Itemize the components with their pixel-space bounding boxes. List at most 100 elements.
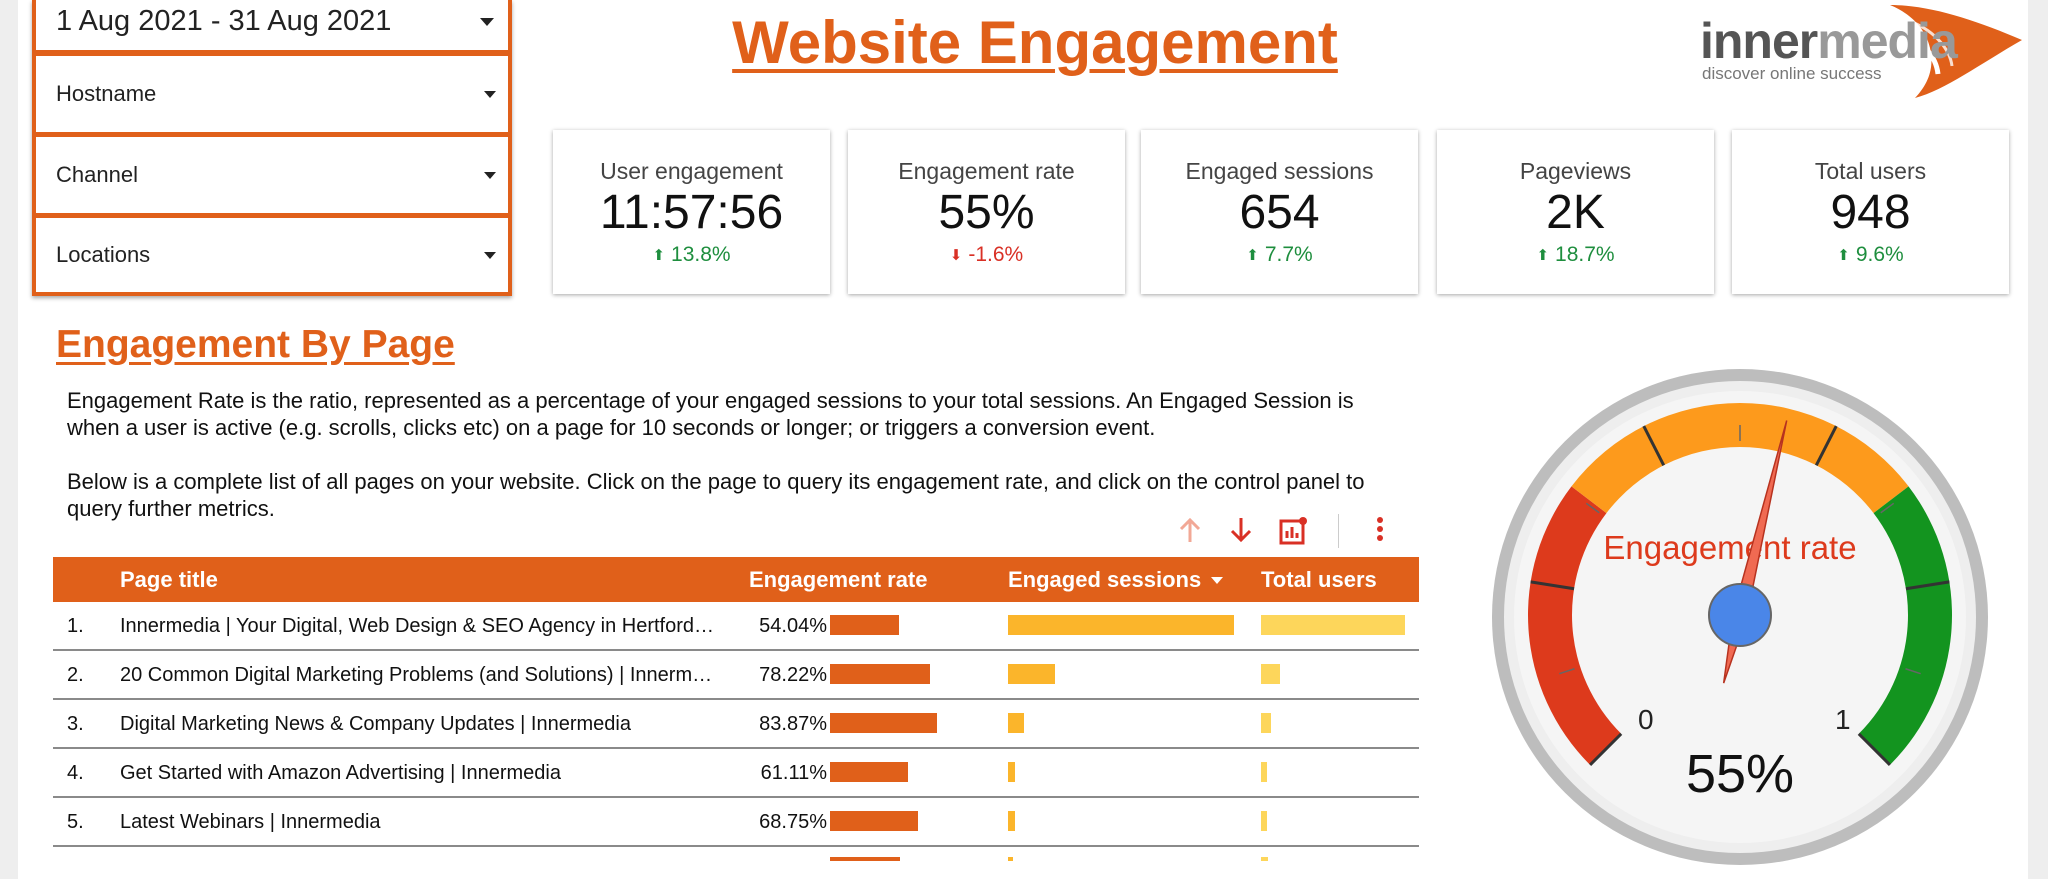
- row-page-title: Innermedia | Your Digital, Web Design & …: [120, 615, 720, 637]
- section-description: Engagement Rate is the ratio, represente…: [67, 387, 1407, 522]
- engagement-rate-bar: [830, 811, 918, 831]
- kpi-delta-value: -1.6%: [968, 243, 1024, 266]
- section-title: Engagement By Page: [56, 323, 455, 366]
- gauge-tick: [1585, 502, 1600, 514]
- kpi-card-user-engagement: User engagement 11:57:56 ⬆ 13.8%: [553, 130, 830, 294]
- total-users-bar: [1261, 857, 1268, 861]
- channel-label: Channel: [56, 162, 138, 187]
- table-row[interactable]: 4. Get Started with Amazon Advertising | …: [53, 749, 1419, 798]
- row-engagement-rate: 61.11%: [760, 762, 827, 784]
- gauge-value: 55%: [1686, 744, 1794, 804]
- row-engagement-rate: 54.04%: [759, 615, 827, 637]
- chevron-down-icon: [484, 171, 496, 179]
- sort-ascending-icon[interactable]: [1177, 515, 1203, 545]
- table-body: 1. Innermedia | Your Digital, Web Design …: [53, 602, 1419, 861]
- gauge-max-label: 1: [1835, 704, 1851, 735]
- total-users-bar: [1261, 664, 1280, 684]
- right-margin: [2028, 0, 2048, 879]
- kpi-delta: ⬇ -1.6%: [848, 243, 1125, 267]
- kpi-delta-value: 7.7%: [1264, 243, 1313, 266]
- gauge-center: [1708, 583, 1772, 647]
- row-engagement-rate: 83.87%: [759, 713, 827, 735]
- kpi-delta: ⬆ 18.7%: [1437, 243, 1714, 267]
- row-engagement-rate: 68.75%: [759, 811, 827, 833]
- kpi-delta: ⬆ 9.6%: [1732, 243, 2009, 267]
- table-row[interactable]: 5. Latest Webinars | Innermedia 68.75%: [53, 798, 1419, 847]
- kpi-value: 11:57:56: [599, 186, 784, 239]
- table-header: Page title Engagement rate Engaged sessi…: [53, 557, 1419, 602]
- table-row[interactable]: 1. Innermedia | Your Digital, Web Design …: [53, 602, 1419, 651]
- total-users-bar: [1261, 713, 1271, 733]
- column-page-title[interactable]: Page title: [120, 567, 218, 592]
- sort-descending-icon[interactable]: [1228, 515, 1254, 545]
- gauge-ticks: [1530, 425, 1950, 766]
- chevron-down-icon: [484, 90, 496, 98]
- gauge-tick: [1589, 732, 1623, 766]
- table-row[interactable]: 3. Digital Marketing News & Company Updat…: [53, 700, 1419, 749]
- logo-tagline: discover online success: [1702, 64, 1882, 83]
- table-row-partial[interactable]: [53, 847, 1419, 861]
- engagement-rate-bar: [830, 762, 908, 782]
- gauge-band-green: [1858, 486, 1952, 765]
- gauge-tick: [1814, 425, 1838, 466]
- row-number: 5.: [67, 811, 84, 833]
- locations-dropdown[interactable]: Locations: [36, 218, 508, 292]
- logo-word-inner: inner: [1700, 13, 1818, 69]
- arrow-down-icon: ⬇: [949, 247, 963, 264]
- gauge-band-orange: [1571, 403, 1909, 514]
- kpi-delta: ⬆ 13.8%: [553, 243, 830, 267]
- kpi-delta-value: 9.6%: [1855, 243, 1904, 266]
- total-users-bar: [1261, 762, 1267, 782]
- row-number: 3.: [67, 713, 84, 735]
- row-number: 4.: [67, 762, 84, 784]
- engagement-rate-bar: [830, 615, 899, 635]
- engaged-sessions-bar: [1008, 615, 1234, 635]
- gauge-tick: [1905, 580, 1950, 591]
- fish-logo-icon: [1890, 5, 2022, 98]
- column-total-users[interactable]: Total users: [1261, 567, 1377, 592]
- page-title: Website Engagement: [732, 9, 1338, 76]
- gauge-tick: [1905, 668, 1921, 675]
- kpi-value: 55%: [938, 186, 1035, 239]
- arrow-up-icon: ⬆: [1837, 247, 1850, 264]
- engagement-rate-bar: [830, 857, 900, 861]
- kpi-delta-value: 13.8%: [671, 243, 731, 266]
- kpi-card-pageviews: Pageviews 2K ⬆ 18.7%: [1437, 130, 1714, 294]
- engagement-rate-bar: [830, 664, 930, 684]
- engaged-sessions-bar: [1008, 762, 1015, 782]
- kpi-delta-value: 18.7%: [1555, 243, 1615, 266]
- chart-settings-icon[interactable]: [1279, 515, 1309, 545]
- gauge-tick: [1559, 668, 1575, 675]
- logo-word-media: media: [1817, 13, 1958, 69]
- arrow-up-icon: ⬆: [652, 247, 666, 264]
- hostname-label: Hostname: [56, 81, 157, 106]
- kpi-card-engaged-sessions: Engaged sessions 654 ⬆ 7.7%: [1141, 130, 1418, 294]
- row-page-title: Latest Webinars | Innermedia: [120, 811, 381, 833]
- engagement-rate-bar: [830, 713, 937, 733]
- engaged-sessions-bar: [1008, 857, 1013, 861]
- row-engagement-rate: 78.22%: [759, 664, 827, 686]
- date-range-control[interactable]: 1 Aug 2021 - 31 Aug 2021: [36, 0, 508, 50]
- table-row[interactable]: 2. 20 Common Digital Marketing Problems (…: [53, 651, 1419, 700]
- row-page-title: Get Started with Amazon Advertising | In…: [120, 762, 561, 784]
- left-margin: [0, 0, 18, 879]
- row-page-title: Digital Marketing News & Company Updates…: [120, 713, 631, 735]
- more-vertical-icon[interactable]: [1373, 515, 1387, 545]
- description-paragraph: Engagement Rate is the ratio, represente…: [67, 388, 1354, 440]
- description-paragraph: Below is a complete list of all pages on…: [67, 469, 1365, 521]
- chevron-down-icon: [480, 18, 494, 26]
- engaged-sessions-bar: [1008, 713, 1024, 733]
- date-range-label: 1 Aug 2021 - 31 Aug 2021: [56, 4, 392, 37]
- column-engagement-rate[interactable]: Engagement rate: [749, 567, 928, 592]
- arrow-up-icon: ⬆: [1246, 247, 1259, 264]
- logo-wordmark: innermedia: [1700, 12, 1958, 70]
- hostname-dropdown[interactable]: Hostname: [36, 56, 508, 132]
- gauge-tick: [1880, 502, 1895, 514]
- column-engaged-sessions[interactable]: Engaged sessions: [1008, 567, 1224, 593]
- channel-dropdown[interactable]: Channel: [36, 137, 508, 213]
- total-users-bar: [1261, 615, 1405, 635]
- kpi-label: User engagement: [600, 158, 783, 184]
- gauge-tick: [1530, 580, 1575, 591]
- engagement-table: Page title Engagement rate Engaged sessi…: [53, 557, 1419, 861]
- kpi-delta: ⬆ 7.7%: [1141, 243, 1418, 267]
